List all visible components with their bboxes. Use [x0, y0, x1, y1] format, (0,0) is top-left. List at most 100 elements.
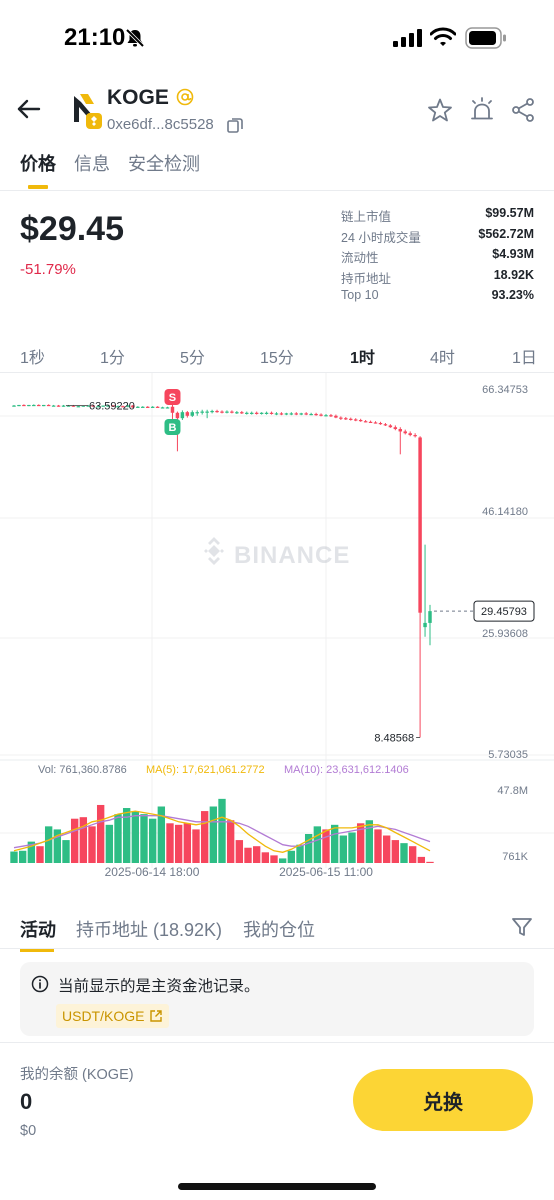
interval-15m[interactable]: 15分: [260, 350, 294, 367]
candle-body: [195, 412, 199, 414]
candle-body: [418, 437, 422, 613]
volume-axis-bottom: 761K: [502, 851, 528, 863]
volume-label: Vol: 761,360.8786: [38, 764, 127, 776]
token-address: 0xe6df...8c5528: [107, 116, 214, 133]
pair-link[interactable]: USDT/KOGE: [56, 1004, 170, 1028]
bottom-bar: 我的余额 (KOGE) 0 $0 兑换: [0, 1042, 554, 1200]
volume-bar: [114, 814, 122, 863]
tab-info[interactable]: 信息: [74, 154, 110, 174]
interval-1d[interactable]: 1日: [512, 350, 537, 367]
volume-bars: [10, 798, 434, 863]
volume-bar: [278, 858, 287, 863]
sell-marker-label: S: [169, 392, 176, 404]
sell-marker: [164, 389, 181, 405]
stat-top10: Top 10 93.23%: [341, 288, 534, 309]
volume-bar: [391, 840, 400, 863]
volume-axis-top: 47.8M: [497, 785, 528, 797]
high-marker-label: 63.59220: [89, 401, 135, 413]
volume-bar: [183, 823, 192, 863]
candle-body: [56, 405, 61, 407]
candle-body: [383, 424, 388, 426]
balance-label: 我的余额 (KOGE): [20, 1067, 134, 1083]
candle-body: [339, 417, 343, 419]
candle-body: [349, 418, 353, 420]
candle-body: [388, 425, 393, 428]
interval-1m[interactable]: 1分: [100, 350, 125, 367]
interval-1h[interactable]: 1时: [350, 350, 375, 367]
volume-bar: [426, 861, 434, 863]
volume-bar: [10, 851, 18, 863]
tab-holders[interactable]: 持币地址 (18.92K): [76, 920, 223, 940]
volume-bar: [174, 824, 183, 863]
volume-bar: [218, 798, 226, 863]
info-icon: [31, 975, 49, 993]
chart-grid: [0, 373, 554, 868]
buy-marker: [164, 419, 181, 435]
interval-4h[interactable]: 4时: [430, 350, 455, 367]
candle-body: [264, 412, 269, 414]
candle-body: [165, 407, 170, 409]
battery-icon: [465, 27, 506, 49]
interval-1s[interactable]: 1秒: [20, 350, 45, 367]
candle-body: [353, 419, 358, 421]
volume-bar: [140, 814, 148, 863]
candle-body: [249, 412, 254, 414]
candle-body: [111, 405, 115, 407]
candle-body: [131, 405, 135, 408]
volume-bar: [36, 846, 44, 863]
filter-icon[interactable]: [511, 916, 533, 938]
candle-body: [329, 415, 333, 417]
volume-bar: [148, 818, 157, 863]
tab-price[interactable]: 价格: [20, 150, 56, 190]
candlestick-chart[interactable]: BINANCE 66.34753 46.14180 25.93608 5.730…: [0, 373, 554, 890]
pool-notice: 当前显示的是主资金池记录。 USDT/KOGE: [20, 962, 534, 1036]
volume-bar: [322, 829, 330, 863]
volume-bar: [400, 843, 408, 863]
candle-body: [61, 405, 66, 407]
stat-value: 93.23%: [491, 288, 534, 303]
candle-body: [141, 406, 145, 408]
candle-body: [71, 405, 76, 407]
candle-body: [269, 412, 274, 414]
candle-body: [368, 421, 373, 424]
stat-holders: 持币地址 18.92K: [341, 268, 534, 289]
candle-body: [259, 412, 264, 414]
candle-body: [116, 406, 120, 408]
candle-body: [245, 412, 249, 414]
price-alert-icon[interactable]: [469, 97, 495, 123]
star-icon[interactable]: [427, 97, 453, 123]
pair-label: USDT/KOGE: [62, 1008, 145, 1024]
candle-body: [363, 421, 368, 423]
current-price-box: [473, 600, 535, 622]
volume-bar: [166, 823, 174, 863]
copy-icon[interactable]: [226, 116, 244, 134]
tab-my-positions[interactable]: 我的仓位: [243, 920, 315, 940]
interval-selector: 1秒 1分 5分 15分 1时 4时 1日: [0, 340, 554, 368]
volume-bar: [261, 852, 270, 863]
interval-5m[interactable]: 5分: [180, 350, 205, 367]
price-axis-label: 66.34753: [482, 384, 528, 396]
candle-body: [215, 410, 219, 413]
volume-bar: [44, 826, 53, 863]
swap-button[interactable]: 兑换: [353, 1069, 533, 1131]
candle-body: [428, 611, 432, 623]
volume-bar: [200, 811, 209, 863]
tab-security-check[interactable]: 安全检测: [128, 154, 200, 174]
tab-activity[interactable]: 活动: [20, 916, 56, 952]
candles: [12, 404, 432, 738]
volume-bar: [348, 832, 356, 863]
candle-body: [423, 622, 427, 628]
candle-body: [324, 415, 328, 417]
share-icon[interactable]: [510, 97, 536, 123]
candle-body: [126, 405, 130, 407]
low-marker-label: 8.48568: [374, 732, 414, 744]
home-indicator[interactable]: [178, 1183, 376, 1190]
buy-marker-label: B: [168, 422, 176, 434]
candle-body: [41, 404, 46, 407]
candle-body: [121, 406, 125, 408]
stat-label: 24 小时成交量: [341, 230, 421, 245]
stat-label: 持币地址: [341, 271, 392, 286]
back-arrow-icon[interactable]: [16, 96, 42, 122]
header: KOGE 0xe6df...8c5528: [0, 80, 554, 140]
volume-bar: [105, 824, 114, 863]
